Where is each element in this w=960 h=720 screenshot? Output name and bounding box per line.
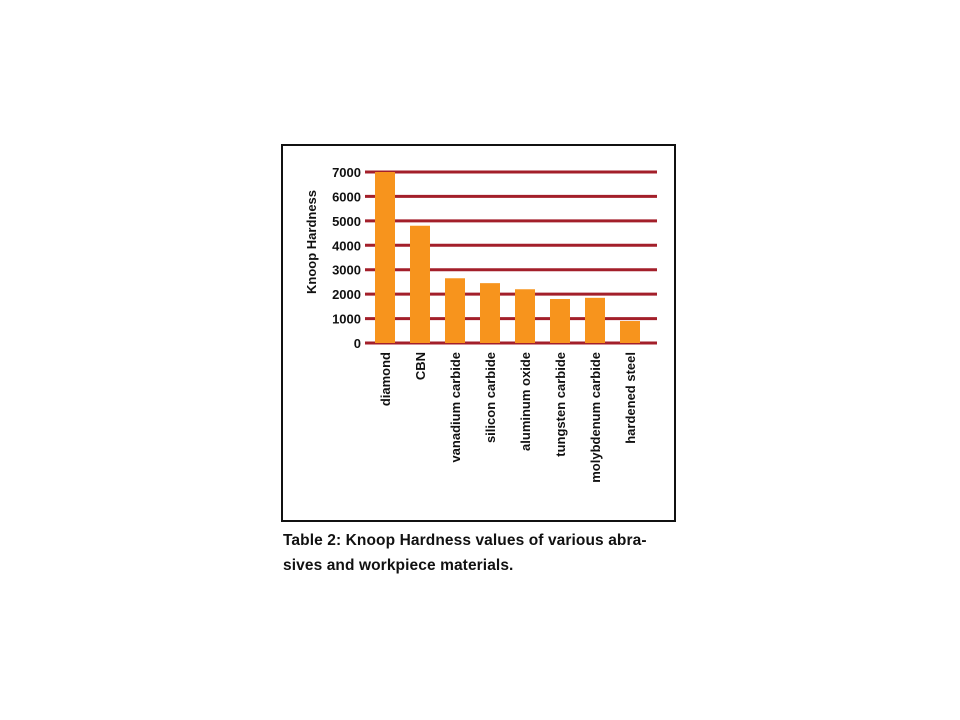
bars (375, 172, 640, 343)
y-axis-title: Knoop Hardness (304, 190, 319, 294)
y-tick-label: 5000 (332, 214, 361, 229)
bar-diamond (375, 172, 395, 343)
chart-frame: 0 1000 2000 3000 4000 5000 6000 7000 diamond CBN… (281, 144, 676, 522)
y-tick-label: 0 (354, 336, 361, 351)
x-category-label: aluminum oxide (518, 352, 533, 451)
y-tick-label: 3000 (332, 263, 361, 278)
x-category-label: molybdenum carbide (588, 352, 603, 483)
bar-tungsten-carbide (550, 299, 570, 343)
knoop-hardness-bar-chart: 0 1000 2000 3000 4000 5000 6000 7000 diamond CBN… (304, 165, 657, 483)
bar-hardened-steel (620, 321, 640, 343)
bar-aluminum-oxide (515, 289, 535, 343)
x-category-label: vanadium carbide (448, 352, 463, 463)
bar-cbn (410, 225, 430, 343)
caption-line-2: sives and workpiece materials. (283, 557, 514, 574)
bar-silicon-carbide (480, 283, 500, 343)
y-tick-label: 7000 (332, 165, 361, 180)
y-tick-label: 4000 (332, 238, 361, 253)
x-category-label: CBN (413, 352, 428, 380)
caption-line-1: Table 2: Knoop Hardness values of variou… (283, 532, 647, 549)
x-category-label: hardened steel (623, 352, 638, 444)
x-axis-categories: diamond CBN vanadium carbide silicon carbid… (378, 352, 638, 483)
y-tick-label: 6000 (332, 189, 361, 204)
x-category-label: silicon carbide (483, 352, 498, 443)
y-axis-ticks: 0 1000 2000 3000 4000 5000 6000 7000 (332, 165, 361, 351)
x-category-label: tungsten carbide (553, 352, 568, 457)
gridlines (365, 170, 657, 345)
chart-caption: Table 2: Knoop Hardness values of variou… (283, 528, 683, 578)
bar-vanadium-carbide (445, 278, 465, 343)
x-category-label: diamond (378, 352, 393, 406)
y-tick-label: 2000 (332, 287, 361, 302)
y-tick-label: 1000 (332, 312, 361, 327)
bar-molybdenum-carbide (585, 297, 605, 343)
